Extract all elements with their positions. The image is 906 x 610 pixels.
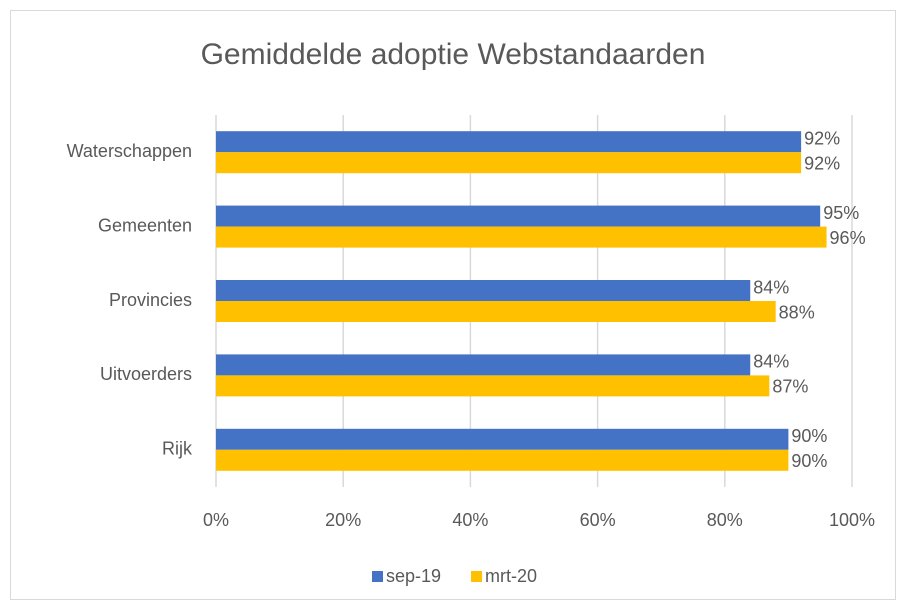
y-tick-label: Rijk	[162, 439, 193, 459]
value-label: 96%	[830, 228, 866, 248]
value-label: 88%	[779, 302, 815, 322]
value-label: 84%	[753, 352, 789, 372]
bar	[216, 354, 751, 376]
x-tick-label: 100%	[829, 510, 875, 530]
y-tick-label: Waterschappen	[67, 141, 192, 161]
x-tick-label: 0%	[203, 510, 229, 530]
bar	[216, 375, 770, 397]
value-label: 90%	[791, 451, 827, 471]
bar	[216, 449, 789, 471]
chart-title: Gemiddelde adoptie Webstandaarden	[201, 38, 706, 71]
x-tick-label: 80%	[707, 510, 743, 530]
value-label: 87%	[772, 377, 808, 397]
legend-label: mrt-20	[485, 566, 537, 586]
bar	[216, 428, 789, 450]
bar	[216, 131, 802, 153]
value-label: 95%	[823, 203, 859, 223]
x-tick-label: 60%	[580, 510, 616, 530]
y-tick-label: Uitvoerders	[100, 364, 192, 384]
value-label: 92%	[804, 153, 840, 173]
x-tick-label: 20%	[325, 510, 361, 530]
legend-swatch	[471, 571, 483, 582]
bar	[216, 280, 751, 301]
bar	[216, 152, 802, 174]
legend-swatch	[372, 571, 383, 582]
x-tick-label: 40%	[452, 510, 488, 530]
bar	[216, 301, 776, 322]
bar	[216, 226, 827, 248]
value-label: 92%	[804, 128, 840, 148]
y-tick-label: Gemeenten	[98, 215, 192, 235]
bar	[216, 205, 821, 227]
legend-label: sep-19	[386, 566, 441, 586]
value-label: 90%	[791, 426, 827, 446]
y-tick-label: Provincies	[109, 290, 192, 310]
value-label: 84%	[753, 277, 789, 297]
